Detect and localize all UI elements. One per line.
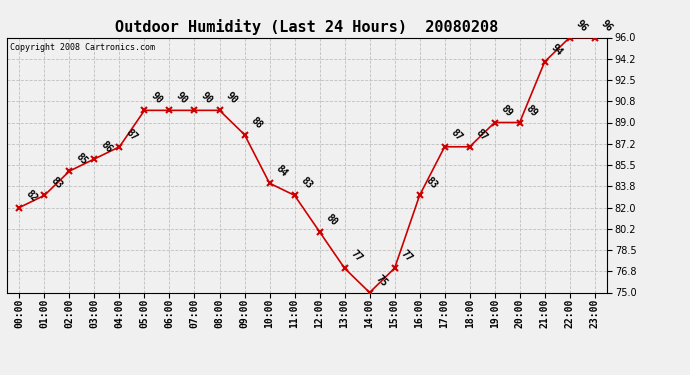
Title: Outdoor Humidity (Last 24 Hours)  20080208: Outdoor Humidity (Last 24 Hours) 2008020… [115, 19, 499, 35]
Text: 82: 82 [23, 188, 39, 203]
Text: 77: 77 [399, 249, 414, 264]
Text: 84: 84 [274, 164, 289, 179]
Text: 90: 90 [224, 91, 239, 106]
Text: 96: 96 [574, 18, 589, 33]
Text: 80: 80 [324, 212, 339, 228]
Text: 83: 83 [48, 176, 64, 191]
Text: 96: 96 [599, 18, 614, 33]
Text: 83: 83 [424, 176, 439, 191]
Text: 90: 90 [148, 91, 164, 106]
Text: 86: 86 [99, 140, 114, 155]
Text: 89: 89 [499, 103, 514, 118]
Text: 90: 90 [199, 91, 214, 106]
Text: 77: 77 [348, 249, 364, 264]
Text: Copyright 2008 Cartronics.com: Copyright 2008 Cartronics.com [10, 43, 155, 52]
Text: 75: 75 [374, 273, 389, 288]
Text: 88: 88 [248, 115, 264, 130]
Text: 87: 87 [474, 127, 489, 142]
Text: 89: 89 [524, 103, 539, 118]
Text: 94: 94 [549, 42, 564, 58]
Text: 87: 87 [124, 127, 139, 142]
Text: 87: 87 [448, 127, 464, 142]
Text: 85: 85 [74, 152, 89, 167]
Text: 83: 83 [299, 176, 314, 191]
Text: 90: 90 [174, 91, 189, 106]
